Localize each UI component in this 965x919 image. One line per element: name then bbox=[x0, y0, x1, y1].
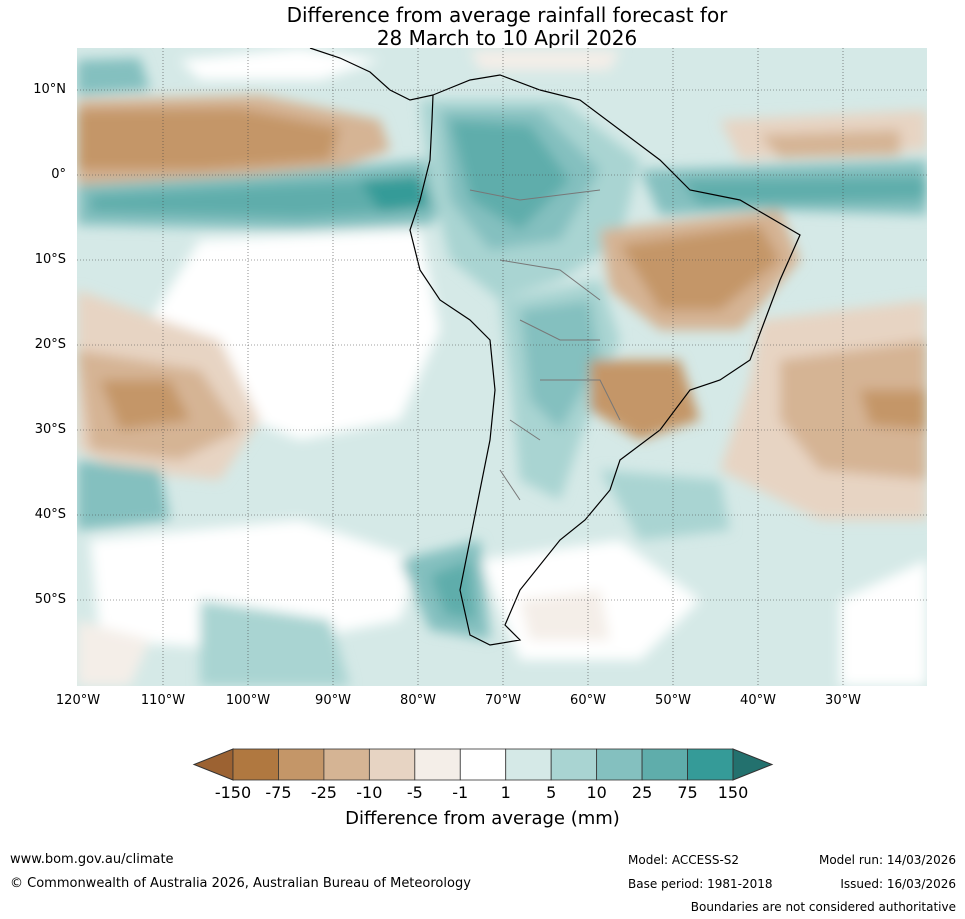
colorbar-tick-label: -75 bbox=[265, 783, 292, 802]
lon-label: 100°W bbox=[225, 693, 271, 708]
colorbar-tick-label: -10 bbox=[356, 783, 383, 802]
colorbar-extend-high bbox=[732, 748, 774, 781]
colorbar-bin bbox=[278, 748, 325, 781]
country-borders bbox=[469, 189, 621, 501]
footer-url[interactable]: www.bom.gov.au/climate bbox=[10, 852, 174, 867]
colorbar-bin bbox=[505, 748, 552, 781]
lat-label: 30°S bbox=[34, 422, 66, 437]
colorbar-bin bbox=[232, 748, 279, 781]
colorbar-tick-label: 75 bbox=[677, 783, 698, 802]
lon-label: 90°W bbox=[315, 693, 351, 708]
colorbar-tick-label: -5 bbox=[406, 783, 423, 802]
colorbar-bin bbox=[414, 748, 461, 781]
colorbar-label: Difference from average (mm) bbox=[345, 808, 620, 829]
lat-label: 40°S bbox=[34, 507, 66, 522]
colorbar-tick-label: 5 bbox=[546, 783, 557, 802]
lat-label: 20°S bbox=[34, 337, 66, 352]
colorbar-tick-label: -25 bbox=[310, 783, 337, 802]
colorbar-extend-low bbox=[192, 748, 234, 781]
lon-label: 110°W bbox=[140, 693, 186, 708]
south-america-coastline bbox=[409, 74, 801, 646]
footer-disclaimer: Boundaries are not considered authoritat… bbox=[690, 900, 956, 914]
map-title: Difference from average rainfall forecas… bbox=[0, 4, 965, 50]
colorbar-bin bbox=[459, 748, 507, 781]
lon-label: 120°W bbox=[55, 693, 101, 708]
lon-label: 50°W bbox=[655, 693, 691, 708]
footer-copyright: © Commonwealth of Australia 2026, Austra… bbox=[10, 876, 471, 891]
colorbar-bin bbox=[550, 748, 598, 781]
graticule bbox=[77, 48, 927, 686]
colorbar-bin bbox=[596, 748, 643, 781]
lat-label: 50°S bbox=[34, 592, 66, 607]
colorbar-bin bbox=[368, 748, 416, 781]
lon-label: 40°W bbox=[740, 693, 776, 708]
title-line-2: 28 March to 10 April 2026 bbox=[376, 26, 638, 50]
lon-label: 70°W bbox=[485, 693, 521, 708]
colorbar-tick-label: 1 bbox=[500, 783, 511, 802]
central-america-coastline bbox=[309, 48, 434, 101]
footer-base-period: Base period: 1981-2018 bbox=[628, 877, 773, 891]
colorbar-tick-label: 150 bbox=[717, 783, 749, 802]
colorbar-tick-label: 10 bbox=[586, 783, 607, 802]
anomaly-fields bbox=[77, 48, 927, 686]
lat-label: 10°S bbox=[34, 252, 66, 267]
colorbar-bin bbox=[323, 748, 370, 781]
colorbar-tick-label: 25 bbox=[631, 783, 653, 802]
lon-label: 30°W bbox=[825, 693, 861, 708]
lat-label: 0° bbox=[51, 167, 66, 182]
colorbar-bin bbox=[641, 748, 688, 781]
colorbar-tick-label: -150 bbox=[214, 783, 252, 802]
footer-model: Model: ACCESS-S2 bbox=[628, 853, 740, 867]
lon-label: 60°W bbox=[570, 693, 606, 708]
lon-label: 80°W bbox=[400, 693, 436, 708]
footer-model-run: Model run: 14/03/2026 bbox=[818, 853, 956, 867]
lat-label: 10°N bbox=[33, 82, 66, 97]
footer-issued: Issued: 16/03/2026 bbox=[840, 877, 956, 891]
colorbar-bin bbox=[687, 748, 734, 781]
title-line-1: Difference from average rainfall forecas… bbox=[286, 3, 728, 27]
colorbar-tick-label: -1 bbox=[452, 783, 469, 802]
